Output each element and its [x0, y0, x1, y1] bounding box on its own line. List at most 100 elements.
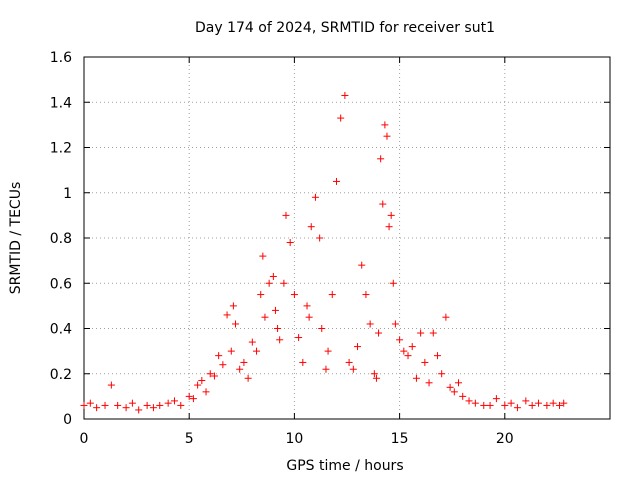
data-point	[257, 291, 265, 299]
data-point	[215, 352, 223, 360]
data-points	[80, 91, 568, 414]
x-tick-label: 20	[496, 431, 514, 447]
data-point	[290, 291, 298, 299]
data-point	[377, 155, 385, 163]
data-point	[442, 313, 450, 321]
data-point	[438, 370, 446, 378]
axis-ticks: 0 0.2 0.4 0.6 0.8 1 1.2 1.4 1.6 0 5 10 15 20	[50, 50, 610, 447]
data-point	[135, 406, 143, 414]
data-point	[324, 347, 332, 355]
data-point	[271, 306, 279, 314]
data-point	[404, 352, 412, 360]
data-point	[375, 329, 383, 337]
y-tick-label: 1.6	[50, 50, 72, 66]
x-tick-label: 10	[285, 431, 303, 447]
data-point	[522, 397, 530, 405]
data-point	[122, 404, 130, 412]
data-point	[316, 234, 324, 242]
x-tick-label: 15	[391, 431, 409, 447]
data-point	[396, 336, 404, 344]
data-point	[198, 377, 206, 385]
data-point	[383, 132, 391, 140]
data-point	[543, 401, 551, 409]
y-axis-label: SRMTID / TECUs	[8, 182, 24, 295]
data-point	[305, 313, 313, 321]
data-point	[528, 401, 536, 409]
data-point	[501, 401, 509, 409]
data-point	[240, 358, 248, 366]
data-point	[513, 404, 521, 412]
data-point	[311, 193, 319, 201]
data-point	[534, 399, 542, 407]
y-tick-label: 0.2	[50, 367, 72, 383]
data-point	[379, 200, 387, 208]
data-point	[358, 261, 366, 269]
data-point	[318, 325, 326, 332]
data-point	[276, 336, 284, 344]
data-point	[370, 370, 378, 378]
x-tick-label: 0	[80, 431, 89, 447]
data-point	[362, 291, 370, 299]
grid-lines	[84, 57, 610, 419]
y-tick-label: 1.4	[50, 95, 72, 111]
data-point	[223, 311, 231, 319]
x-axis-label: GPS time / hours	[286, 458, 403, 474]
data-point	[227, 347, 235, 355]
data-point	[385, 223, 393, 231]
data-point	[282, 211, 290, 219]
data-point	[93, 404, 101, 412]
data-point	[177, 401, 185, 409]
data-point	[164, 399, 172, 407]
y-tick-label: 0.8	[50, 231, 72, 247]
data-point	[328, 291, 336, 299]
data-point	[286, 239, 294, 247]
y-tick-label: 0	[63, 412, 72, 428]
data-point	[107, 381, 115, 389]
data-point	[425, 379, 433, 387]
data-point	[128, 399, 136, 407]
data-point	[299, 358, 307, 366]
data-point	[269, 272, 277, 280]
data-point	[274, 325, 282, 332]
data-point	[391, 320, 399, 328]
data-point	[194, 381, 202, 389]
data-point	[170, 397, 178, 405]
data-point	[507, 399, 515, 407]
data-point	[345, 358, 353, 366]
data-point	[465, 397, 473, 405]
data-point	[417, 329, 425, 337]
data-point	[455, 379, 463, 387]
data-point	[486, 401, 494, 409]
data-point	[236, 365, 244, 373]
y-tick-label: 1.2	[50, 141, 72, 157]
data-point	[349, 365, 357, 373]
data-point	[556, 401, 564, 409]
data-point	[389, 279, 397, 287]
data-point	[156, 401, 164, 409]
data-point	[372, 374, 380, 382]
data-point	[295, 334, 303, 342]
data-point	[229, 302, 237, 310]
data-point	[366, 320, 374, 328]
data-point	[337, 114, 345, 122]
data-point	[265, 279, 273, 287]
data-point	[280, 279, 288, 287]
data-point	[202, 388, 210, 396]
data-point	[114, 401, 122, 409]
data-point	[206, 370, 214, 378]
data-point	[86, 399, 94, 407]
data-point	[248, 338, 256, 346]
data-point	[421, 358, 429, 366]
y-tick-label: 1	[63, 186, 72, 202]
data-point	[459, 392, 467, 400]
y-tick-label: 0.6	[50, 276, 72, 292]
data-point	[244, 374, 252, 382]
data-point	[219, 361, 227, 369]
chart-title: Day 174 of 2024, SRMTID for receiver sut…	[195, 20, 495, 36]
data-point	[259, 252, 267, 260]
data-point	[185, 392, 193, 400]
data-point	[400, 347, 408, 355]
x-tick-label: 5	[185, 431, 194, 447]
data-point	[101, 401, 109, 409]
